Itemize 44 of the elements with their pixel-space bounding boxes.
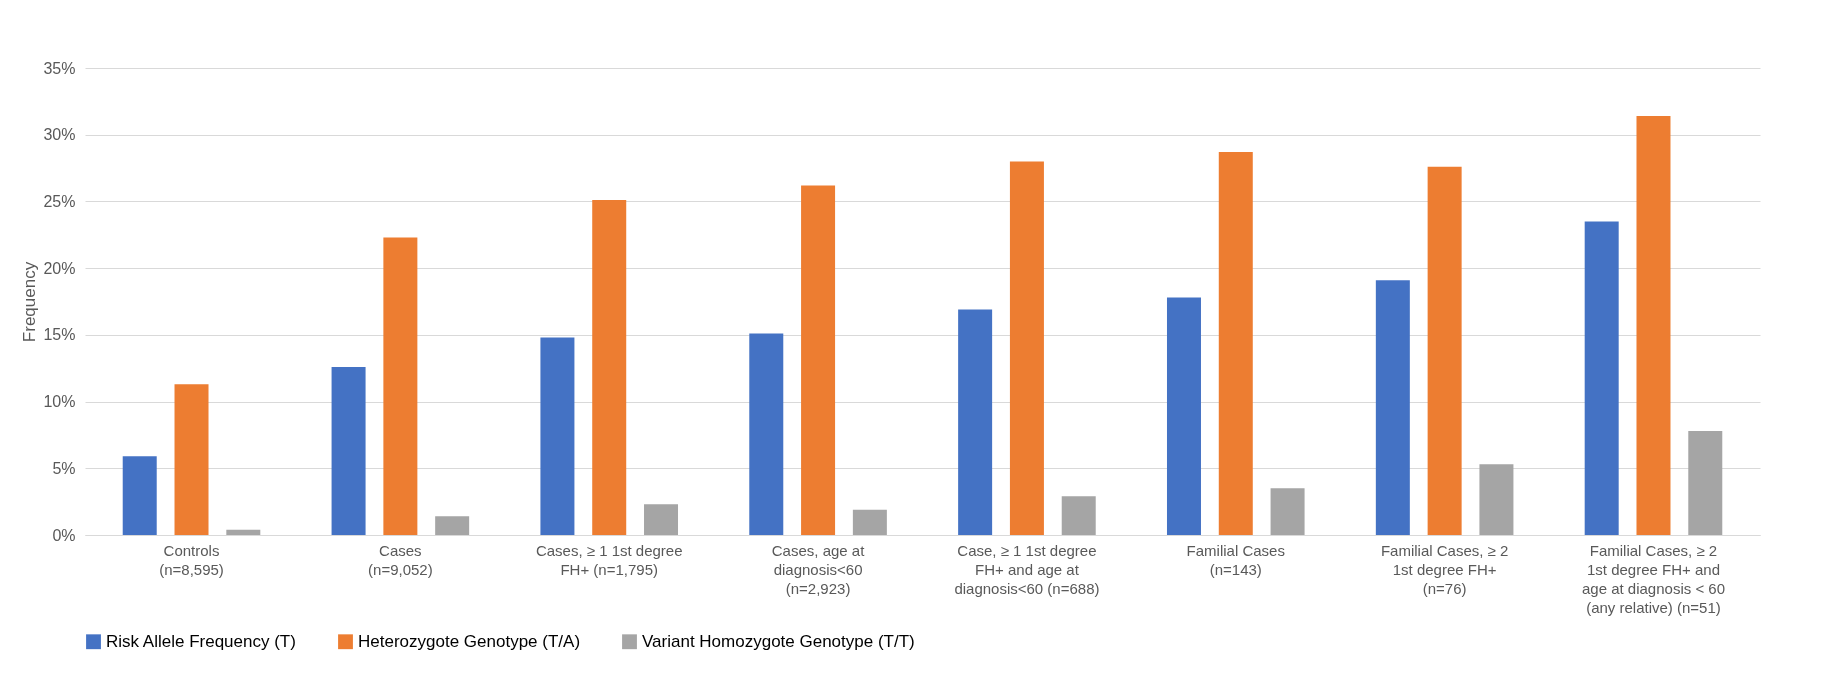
- bar: [1061, 496, 1096, 535]
- bar: [958, 309, 993, 535]
- bar: [226, 529, 261, 535]
- x-tick-label: Controls (n=8,595): [159, 541, 224, 578]
- legend-label: Variant Homozygote Genotype (T/T): [642, 631, 915, 651]
- y-tick-label: 0%: [52, 526, 76, 544]
- x-tick-label: Cases, age at diagnosis<60 (n=2,923): [771, 541, 866, 597]
- y-tick-label: 20%: [43, 259, 76, 277]
- bar: [1218, 152, 1253, 535]
- bar: [1009, 161, 1044, 535]
- bar: [122, 456, 157, 535]
- bar: [1636, 116, 1671, 535]
- y-tick-label: 10%: [43, 393, 76, 411]
- bar: [1166, 297, 1201, 535]
- bar: [435, 516, 470, 535]
- x-tick-label: Familial Cases (n=143): [1186, 541, 1285, 578]
- bar: [592, 200, 627, 535]
- x-tick-label: Cases, ≥ 1 1st degree FH+ (n=1,795): [535, 541, 683, 578]
- bar: [331, 366, 366, 535]
- bar: [1688, 430, 1723, 535]
- y-axis-title: Frequency: [20, 261, 40, 343]
- bar: [383, 237, 418, 535]
- x-tick-label: Case, ≥ 1 1st degree FH+ and age at diagnosis<60 (n=688): [954, 541, 1100, 597]
- bar: [801, 185, 836, 535]
- y-tick-label: 30%: [43, 126, 76, 144]
- bar: [1584, 221, 1619, 535]
- x-tick-label: Familial Cases, ≥ 2 1st degree FH+ and age at diagnosis < 60 (any relative) (n=51): [1581, 541, 1725, 616]
- bar: [540, 337, 575, 535]
- bar: [174, 384, 209, 535]
- y-tick-label: 15%: [43, 326, 76, 344]
- bar: [644, 504, 679, 535]
- legend-label: Risk Allele Frequency (T): [106, 631, 296, 651]
- bar: [1375, 280, 1410, 535]
- y-tick-label: 25%: [43, 192, 76, 210]
- legend-label: Heterozygote Genotype (T/A): [358, 631, 581, 651]
- bar: [852, 509, 887, 535]
- bar: [1270, 488, 1305, 535]
- bar: [1479, 464, 1514, 535]
- y-tick-label: 5%: [52, 459, 76, 477]
- x-tick-label: Familial Cases, ≥ 2 1st degree FH+ (n=76): [1380, 541, 1509, 597]
- y-tick-label: 35%: [43, 59, 76, 77]
- x-tick-label: Cases (n=9,052): [368, 541, 433, 578]
- bar: [1427, 166, 1462, 535]
- bar: [749, 333, 784, 535]
